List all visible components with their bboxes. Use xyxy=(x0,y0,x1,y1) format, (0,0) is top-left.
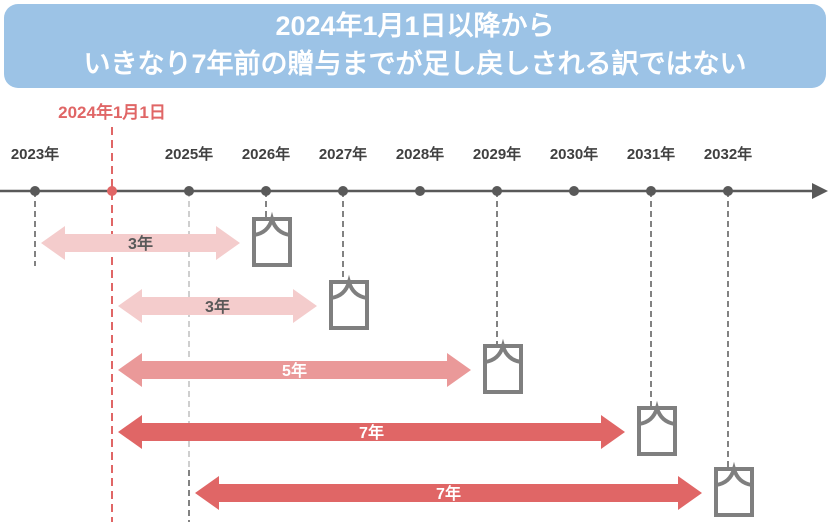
period-arrow-5 xyxy=(195,476,702,510)
period-arrow-4 xyxy=(118,415,625,449)
year-label-2026: 2026年 xyxy=(242,145,290,163)
year-label-2029: 2029年 xyxy=(473,145,521,163)
tick-2025 xyxy=(184,186,194,196)
tick-2026 xyxy=(261,186,271,196)
period-label-2: 3年 xyxy=(205,297,230,316)
banner-line-2: いきなり7年前の贈与までが足し戻しされる訳ではない xyxy=(83,49,747,79)
gift-icon xyxy=(329,274,369,330)
year-label-2025: 2025年 xyxy=(165,145,213,163)
period-arrow-2 xyxy=(118,289,317,323)
gift-icon xyxy=(714,461,754,517)
gift-icon xyxy=(637,400,677,456)
tick-2031 xyxy=(646,186,656,196)
tick-2024 xyxy=(107,186,117,196)
tick-2023 xyxy=(30,186,40,196)
year-label-2023: 2023年 xyxy=(11,145,59,163)
period-arrow-1 xyxy=(41,226,240,260)
banner-line-1: 2024年1月1日以降から xyxy=(275,11,555,41)
year-label-2027: 2027年 xyxy=(319,145,367,163)
tick-2029 xyxy=(492,186,502,196)
gift-icon xyxy=(252,211,292,267)
title-banner: 2024年1月1日以降から いきなり7年前の贈与までが足し戻しされる訳ではない xyxy=(4,4,826,88)
period-label-3: 5年 xyxy=(282,361,307,380)
marker-label: 2024年1月1日 xyxy=(58,102,166,122)
tick-2032 xyxy=(723,186,733,196)
year-label-2030: 2030年 xyxy=(550,145,598,163)
gift-icon xyxy=(483,338,523,394)
tick-2027 xyxy=(338,186,348,196)
period-label-5: 7年 xyxy=(436,484,461,503)
year-label-2032: 2032年 xyxy=(704,145,752,163)
period-label-1: 3年 xyxy=(128,234,153,253)
year-label-2028: 2028年 xyxy=(396,145,444,163)
period-label-4: 7年 xyxy=(359,423,384,442)
year-label-2031: 2031年 xyxy=(627,145,675,163)
tick-2030 xyxy=(569,186,579,196)
axis-arrowhead xyxy=(812,183,828,199)
period-arrow-3 xyxy=(118,353,471,387)
tick-2028 xyxy=(415,186,425,196)
